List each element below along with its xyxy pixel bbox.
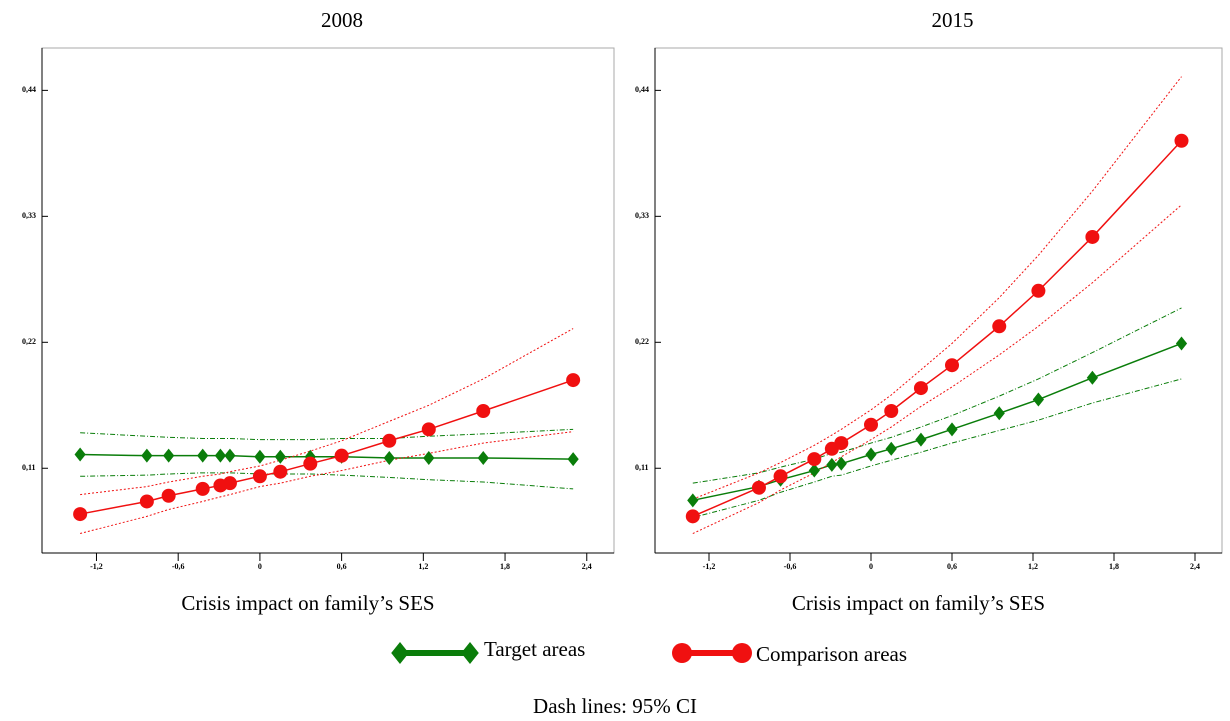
marker	[865, 447, 877, 462]
marker	[224, 448, 236, 463]
y-tick-label: 0,33	[635, 211, 649, 220]
y-tick-label: 0,22	[22, 337, 36, 346]
marker	[195, 481, 210, 496]
fit-line	[79, 379, 574, 515]
marker	[567, 452, 579, 467]
marker	[993, 406, 1005, 421]
y-tick-label: 0,44	[635, 85, 649, 94]
x-tick-label: 1,8	[1109, 562, 1119, 571]
marker	[834, 436, 849, 451]
marker	[421, 422, 436, 437]
y-tick-label: 0,11	[22, 463, 36, 472]
marker	[992, 319, 1007, 334]
marker	[807, 452, 822, 467]
marker	[139, 494, 154, 509]
x-tick-label: 1,2	[418, 562, 428, 571]
marker	[222, 476, 237, 491]
marker	[382, 433, 397, 448]
plot-frame	[41, 47, 615, 554]
marker	[214, 448, 227, 463]
x-tick-label: 0	[869, 562, 873, 571]
marker	[161, 488, 176, 503]
marker	[334, 448, 349, 463]
y-tick-label: 0,44	[22, 85, 36, 94]
fit-line	[692, 140, 1183, 518]
x-tick-label: -0,6	[172, 562, 185, 571]
marker	[808, 463, 820, 478]
marker	[163, 448, 175, 463]
marker	[477, 450, 489, 465]
ci-line	[80, 431, 574, 535]
marker	[751, 480, 766, 495]
marker	[1175, 336, 1188, 351]
x-tick-label: 1,2	[1028, 562, 1038, 571]
marker	[1031, 283, 1046, 298]
marker	[252, 469, 267, 484]
x-tick-label: 2,4	[1190, 562, 1200, 571]
ci-line	[80, 328, 574, 496]
marker	[1085, 229, 1100, 244]
x-tick-label: 0,6	[947, 562, 957, 571]
legend-marker	[391, 642, 409, 664]
y-tick-label: 0,11	[635, 463, 649, 472]
legend-marker	[672, 643, 692, 663]
marker	[687, 493, 699, 508]
legend-marker	[461, 642, 479, 664]
x-tick-label: 2,4	[582, 562, 592, 571]
marker	[1086, 370, 1098, 385]
x-axis-label: Crisis impact on family’s SES	[792, 591, 1045, 615]
y-tick-label: 0,33	[22, 211, 36, 220]
x-tick-label: 0,6	[337, 562, 347, 571]
marker	[915, 432, 927, 447]
legend-marker	[732, 643, 752, 663]
marker	[423, 450, 435, 465]
fit-line	[692, 342, 1182, 502]
marker	[254, 449, 266, 464]
marker	[1032, 392, 1044, 407]
ci-line	[692, 76, 1182, 500]
marker	[1174, 133, 1189, 148]
marker	[566, 373, 581, 388]
marker	[685, 509, 700, 524]
marker	[884, 404, 899, 419]
marker	[773, 469, 788, 484]
marker	[273, 464, 288, 479]
x-axis-label: Crisis impact on family’s SES	[181, 591, 434, 615]
marker	[835, 456, 847, 471]
ci-line	[692, 204, 1182, 534]
x-tick-label: 0	[258, 562, 262, 571]
ci-line	[80, 472, 574, 490]
marker	[864, 417, 878, 432]
marker	[74, 447, 86, 462]
ci-line	[692, 378, 1182, 518]
marker	[73, 507, 88, 522]
x-tick-label: 1,8	[500, 562, 510, 571]
x-tick-label: -1,2	[703, 562, 716, 571]
marker	[913, 381, 928, 396]
marker	[383, 450, 395, 465]
marker	[141, 448, 153, 463]
ci-line	[692, 307, 1182, 484]
ci-line	[80, 428, 574, 441]
plot-frame	[654, 47, 1223, 554]
note: Dash lines: 95% CI	[533, 694, 697, 718]
y-tick-label: 0,22	[635, 337, 649, 346]
fit-line	[80, 453, 574, 460]
marker	[826, 457, 838, 472]
panel-title: 2015	[932, 8, 974, 32]
marker	[476, 404, 491, 419]
x-tick-label: -1,2	[90, 562, 103, 571]
panel-title: 2008	[321, 8, 363, 32]
marker	[303, 456, 318, 471]
marker	[946, 422, 958, 437]
marker	[945, 358, 959, 373]
marker	[197, 448, 209, 463]
marker	[885, 441, 897, 456]
legend-label: Comparison areas	[756, 642, 907, 666]
marker	[274, 449, 286, 464]
legend-label: Target areas	[484, 637, 585, 661]
x-tick-label: -0,6	[784, 562, 797, 571]
